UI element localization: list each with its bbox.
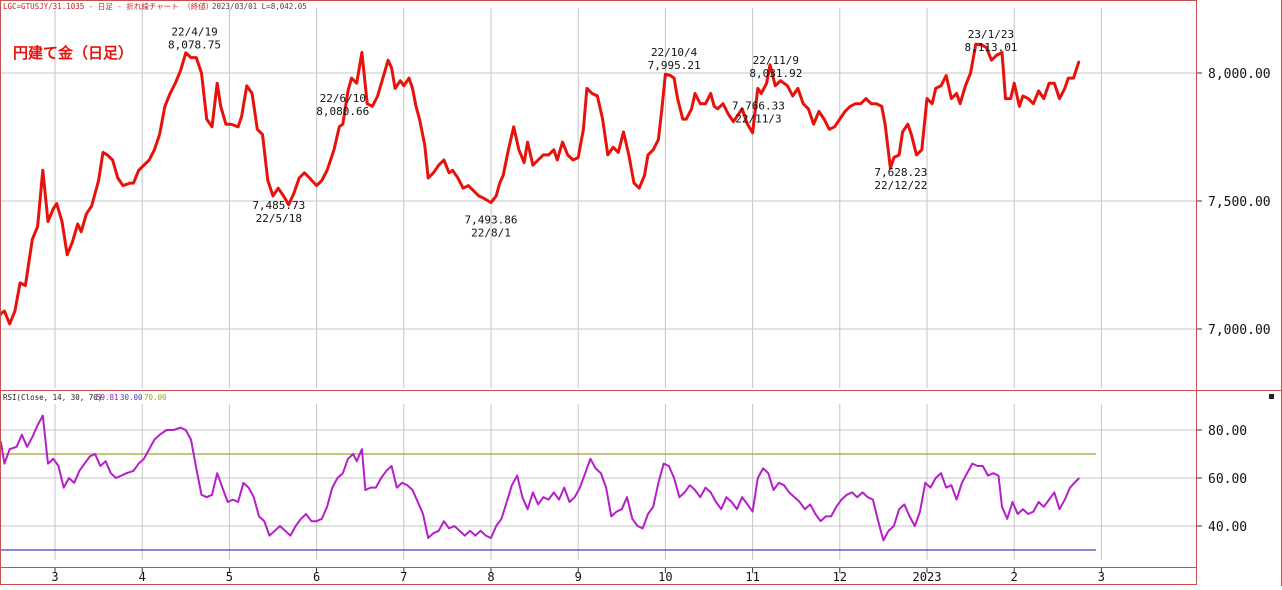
annotation-value: 7,995.21 xyxy=(648,59,701,72)
x-tick-label: 5 xyxy=(226,570,233,584)
pane-menu-icon[interactable] xyxy=(1269,394,1274,399)
annotation-date: 22/8/1 xyxy=(471,227,511,240)
plot-border xyxy=(0,0,1197,585)
date-header: 2023/03/01 L=8,042.05 xyxy=(212,2,307,11)
price-chart-title: 円建て金（日足） xyxy=(13,44,133,62)
annotation-value: 7,628.23 xyxy=(874,166,927,179)
annotation-value: 7,485.73 xyxy=(252,199,305,212)
y-tick-label: 8,000.00 xyxy=(1208,67,1271,82)
y-tick-label: 80.00 xyxy=(1208,424,1247,439)
annotation-date: 22/6/10 xyxy=(320,92,366,105)
y-tick-label: 7,500.00 xyxy=(1208,195,1271,210)
x-tick-label: 12 xyxy=(833,570,847,584)
series-lines xyxy=(0,42,1081,542)
rsi-line xyxy=(0,414,1080,542)
rsi-legend-upper: 70.00 xyxy=(144,393,167,402)
symbol-header: LGC=GTUSJY/31.1035 - 日足 - 折れ線チャート （終値） xyxy=(3,1,213,11)
rsi-title: RSI(Close, 14, 30, 70) xyxy=(3,393,102,402)
y-tick-label: 7,000.00 xyxy=(1208,323,1271,338)
text-layer: LGC=GTUSJY/31.1035 - 日足 - 折れ線チャート （終値） 2… xyxy=(3,1,1271,584)
annotation-date: 22/10/4 xyxy=(651,46,698,59)
annotation-value: 7,766.33 xyxy=(732,99,785,112)
x-tick-label: 11 xyxy=(745,570,759,584)
y-tick-label: 40.00 xyxy=(1208,520,1247,535)
price-line xyxy=(0,42,1081,326)
annotation-date: 22/11/9 xyxy=(753,54,799,67)
x-tick-label: 9 xyxy=(575,570,582,584)
x-tick-label: 7 xyxy=(400,570,407,584)
x-tick-label: 4 xyxy=(139,570,146,584)
x-tick-label: 6 xyxy=(313,570,320,584)
annotation-value: 8,080.66 xyxy=(316,105,369,118)
y-tick-label: 60.00 xyxy=(1208,472,1247,487)
annotation-date: 22/11/3 xyxy=(735,112,781,125)
rsi-legend-value: 59.81 xyxy=(96,393,119,402)
annotation-date: 23/1/23 xyxy=(968,28,1014,41)
rsi-legend-lower: 30.00 xyxy=(120,393,143,402)
annotation-value: 8,031.92 xyxy=(749,67,802,80)
x-tick-label: 10 xyxy=(658,570,672,584)
annotation-value: 8,078.75 xyxy=(168,39,221,52)
annotation-date: 22/5/18 xyxy=(256,212,302,225)
grid-layer xyxy=(0,8,1202,573)
x-tick-label: 3 xyxy=(51,570,58,584)
annotation-date: 22/12/22 xyxy=(874,179,927,192)
reference-lines xyxy=(0,453,1096,551)
annotation-value: 7,493.86 xyxy=(465,214,518,227)
annotation-date: 22/4/19 xyxy=(171,26,217,39)
annotation-value: 8,113.01 xyxy=(964,41,1017,54)
x-tick-label: 2 xyxy=(1011,570,1018,584)
x-tick-label: 3 xyxy=(1098,570,1105,584)
x-tick-label: 8 xyxy=(487,570,494,584)
x-tick-label: 2023 xyxy=(913,570,942,584)
